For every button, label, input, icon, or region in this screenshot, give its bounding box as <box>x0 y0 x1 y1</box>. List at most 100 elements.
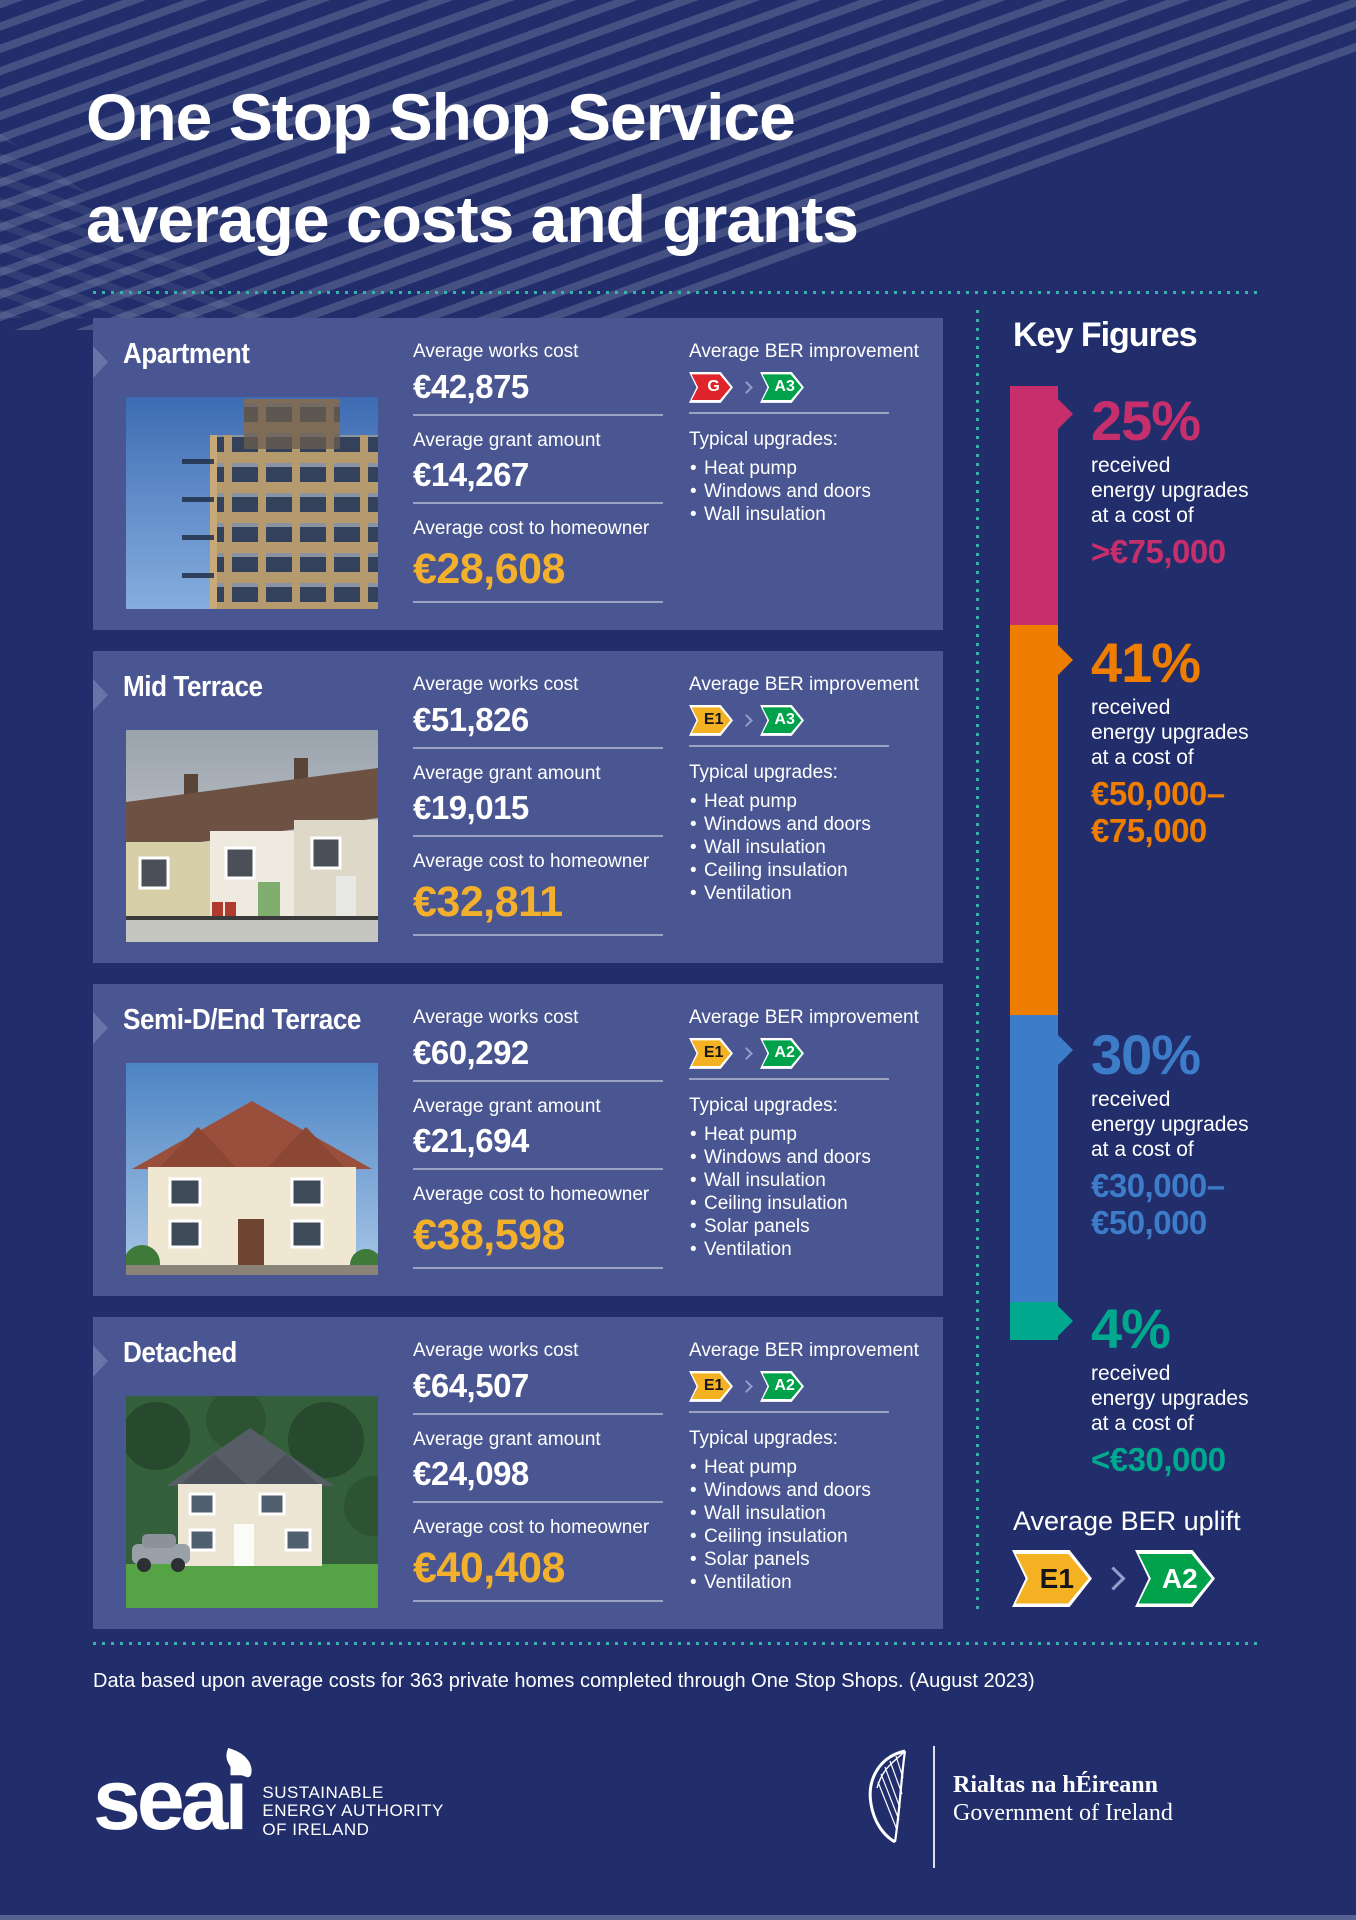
key-figures-panel: Key Figures 25% received energy upgrades… <box>976 310 1356 1640</box>
cost-range: €50,000– €75,000 <box>1091 775 1225 850</box>
grant-amount-value: €19,015 <box>413 789 529 827</box>
grant-amount-label: Average grant amount <box>413 762 601 784</box>
upgrade-item: Wall insulation <box>689 503 943 526</box>
dotted-divider-top <box>93 291 1263 294</box>
chevron-right-icon <box>740 1047 753 1060</box>
seai-logo: seai SUSTAINABLE ENERGY AUTHORITY OF IRE… <box>93 1747 444 1843</box>
card-title: Mid Terrace <box>123 671 263 703</box>
works-cost: Average works cost €64,507 <box>413 1340 663 1415</box>
cost-range: >€75,000 <box>1091 533 1226 571</box>
works-cost-label: Average works cost <box>413 674 579 695</box>
ber-badge-from: E1 <box>1012 1550 1092 1607</box>
government-name-irish: Rialtas na hÉireann <box>953 1772 1158 1798</box>
upgrade-item: Ventilation <box>689 882 943 905</box>
upgrade-item: Heat pump <box>689 1123 943 1146</box>
ber-improvement-label: Average BER improvement <box>689 341 919 362</box>
apartment-photo <box>126 397 378 609</box>
typical-upgrades-label: Typical upgrades: <box>689 1094 838 1116</box>
bar-segment-over-75k <box>1010 386 1073 625</box>
ber-badges: E1 A3 <box>689 704 943 736</box>
upgrade-item: Wall insulation <box>689 1169 943 1192</box>
ber-improvement-label: Average BER improvement <box>689 1340 919 1361</box>
card-arrow-icon <box>93 679 108 711</box>
government-text: Rialtas na hÉireann Government of Irelan… <box>953 1772 1173 1827</box>
key-figure-30k-50k: 30% received energy upgrades at a cost o… <box>1091 1026 1346 1242</box>
grant-amount: Average grant amount €21,694 <box>413 1095 663 1171</box>
ber-badge-to: A3 <box>760 371 804 403</box>
card-arrow-icon <box>93 1345 108 1377</box>
percent-description: received energy upgrades at a cost of <box>1091 1088 1249 1162</box>
works-cost-label: Average works cost <box>413 1340 579 1361</box>
ber-badge-to: A3 <box>760 704 804 736</box>
upgrade-item: Wall insulation <box>689 1502 943 1525</box>
card-title: Detached <box>123 1337 237 1369</box>
ber-badge-from: G <box>689 371 733 403</box>
cost-range: €30,000– €50,000 <box>1091 1167 1225 1242</box>
grant-amount-label: Average grant amount <box>413 1095 601 1117</box>
ber-column: Average BER improvement E1 A2 Typical up… <box>689 1007 943 1261</box>
homeowner-cost-value: €28,608 <box>413 544 565 593</box>
homeowner-cost-value: €32,811 <box>413 877 563 926</box>
page-title-line2: average costs and grants <box>86 182 859 257</box>
typical-upgrades: Typical upgrades: Heat pump Windows and … <box>689 1094 943 1261</box>
government-name-english: Government of Ireland <box>953 1799 1173 1826</box>
works-cost-value: €60,292 <box>413 1033 529 1071</box>
upgrade-item: Wall insulation <box>689 836 943 859</box>
page-title-line1: One Stop Shop Service <box>86 80 796 154</box>
typical-upgrades-label: Typical upgrades: <box>689 428 838 450</box>
homeowner-cost-value: €38,598 <box>413 1210 565 1259</box>
grant-amount: Average grant amount €19,015 <box>413 762 663 838</box>
bar-segment-50k-75k <box>1010 625 1073 1015</box>
bar-segment-under-30k <box>1010 1302 1073 1340</box>
grant-amount-label: Average grant amount <box>413 1428 601 1450</box>
homeowner-cost-label: Average cost to homeowner <box>413 1184 650 1206</box>
cost-range: <€30,000 <box>1091 1441 1226 1479</box>
percent-description: received energy upgrades at a cost of <box>1091 1362 1249 1436</box>
typical-upgrades: Typical upgrades: Heat pump Windows and … <box>689 428 943 526</box>
key-figures-heading: Key Figures <box>1013 316 1198 354</box>
upgrade-item: Ceiling insulation <box>689 859 943 882</box>
works-cost-label: Average works cost <box>413 1007 579 1028</box>
ber-badge-from: E1 <box>689 704 733 736</box>
page-title: One Stop Shop Service average costs and … <box>86 66 859 271</box>
percent-description: received energy upgrades at a cost of <box>1091 454 1249 528</box>
cost-distribution-bar <box>1010 386 1073 1340</box>
key-figure-under-30k: 4% received energy upgrades at a cost of… <box>1091 1297 1346 1479</box>
works-cost-value: €64,507 <box>413 1366 529 1404</box>
ber-badges: E1 A2 <box>689 1370 943 1402</box>
ber-badges: G A3 <box>689 371 943 403</box>
card-semi-d-end-terrace: Semi-D/End Terrace <box>93 984 943 1296</box>
card-title: Semi-D/End Terrace <box>123 1004 362 1036</box>
upgrade-item: Heat pump <box>689 457 943 480</box>
grant-amount: Average grant amount €24,098 <box>413 1428 663 1504</box>
ber-column: Average BER improvement E1 A2 Typical up… <box>689 1340 943 1594</box>
ber-uplift-badges: E1 A2 <box>1012 1550 1215 1607</box>
grant-amount-value: €24,098 <box>413 1455 529 1493</box>
divider <box>689 1069 889 1080</box>
ber-improvement-label: Average BER improvement <box>689 674 919 695</box>
grant-amount-label: Average grant amount <box>413 429 601 451</box>
bottom-edge-strip <box>0 1915 1356 1920</box>
upgrade-item: Heat pump <box>689 1456 943 1479</box>
footer: seai SUSTAINABLE ENERGY AUTHORITY OF IRE… <box>0 1746 1356 1880</box>
card-mid-terrace: Mid Terrace <box>93 651 943 963</box>
homeowner-cost: Average cost to homeowner €32,811 <box>413 851 663 937</box>
upgrade-item: Solar panels <box>689 1548 943 1571</box>
semi-d-photo <box>126 1063 378 1275</box>
works-cost-value: €51,826 <box>413 700 529 738</box>
card-arrow-icon <box>93 346 108 378</box>
government-of-ireland-logo: Rialtas na hÉireann Government of Irelan… <box>863 1746 1173 1868</box>
key-figure-over-75k: 25% received energy upgrades at a cost o… <box>1091 392 1346 571</box>
works-cost: Average works cost €51,826 <box>413 674 663 749</box>
works-cost-value: €42,875 <box>413 367 529 405</box>
works-cost-label: Average works cost <box>413 341 579 362</box>
mid-terrace-photo <box>126 730 378 942</box>
typical-upgrades-label: Typical upgrades: <box>689 1427 838 1449</box>
upgrade-item: Windows and doors <box>689 813 943 836</box>
typical-upgrades: Typical upgrades: Heat pump Windows and … <box>689 762 943 905</box>
upgrade-item: Ceiling insulation <box>689 1525 943 1548</box>
seai-logo-text: seai <box>93 1747 258 1843</box>
card-apartment: Apartment <box>93 318 943 630</box>
percent-value: 4% <box>1091 1297 1171 1360</box>
homeowner-cost-label: Average cost to homeowner <box>413 851 650 873</box>
